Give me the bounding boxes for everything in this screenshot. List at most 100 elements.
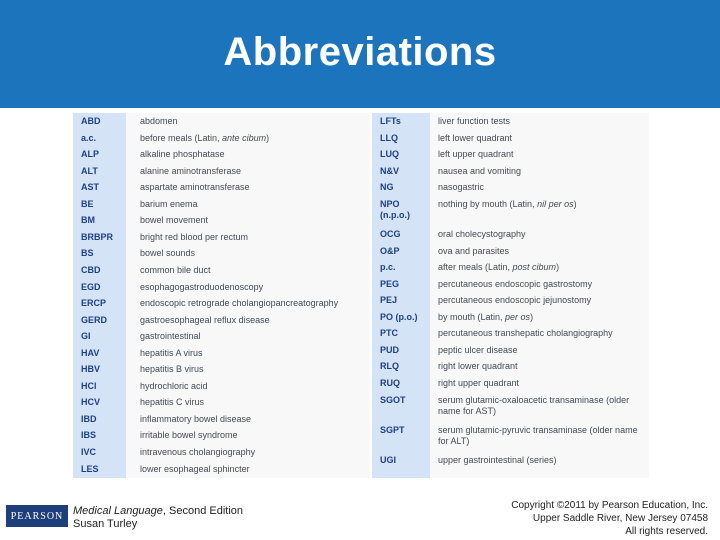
definition-cell: alanine aminotransferase — [126, 166, 370, 177]
abbreviation-cell: BE — [73, 199, 126, 210]
abbreviation-cell: HCl — [73, 381, 126, 392]
table-row: IVC intravenous cholangiography — [73, 447, 370, 458]
definition-line: right upper quadrant — [438, 378, 649, 389]
definition-cell: bowel movement — [126, 215, 370, 226]
definition-cell: serum glutamic-pyruvic transaminase (old… — [430, 425, 649, 447]
definition-line: oral cholecystography — [438, 229, 649, 240]
definition-line: alkaline phosphatase — [140, 149, 370, 160]
definition: barium enema — [140, 198, 198, 209]
table-row: BE barium enema — [73, 199, 370, 210]
definition-cell: right lower quadrant — [430, 361, 649, 372]
author: Susan Turley — [73, 518, 138, 530]
definition: serum glutamic-oxaloacetic transaminase … — [438, 394, 630, 405]
abbreviation: IBS — [81, 430, 97, 441]
definition: left lower quadrant — [438, 132, 513, 143]
definition-column-bg — [126, 113, 370, 478]
definition-cell: upper gastrointestinal (series) — [430, 455, 649, 466]
definition-cell: right upper quadrant — [430, 378, 649, 389]
book-title-line: Medical Language, Second Edition — [73, 505, 243, 518]
abbreviation-cell: OCG — [372, 229, 430, 240]
definition: gastroesophageal reflux disease — [140, 314, 270, 325]
table-row: CBD common bile duct — [73, 265, 370, 276]
definition-cell: gastroesophageal reflux disease — [126, 315, 370, 326]
definition: percutaneous transhepatic cholangiograph… — [438, 328, 613, 339]
definition-cell: percutaneous endoscopic jejunostomy — [430, 295, 649, 306]
abbreviation: RUQ — [380, 377, 400, 388]
definition-cell: alkaline phosphatase — [126, 149, 370, 160]
definition-line: liver function tests — [438, 116, 649, 127]
abbreviation: HCl — [81, 380, 97, 391]
table-row: p.c. after meals (Latin, post cibum) — [372, 262, 649, 273]
definition-cell: ova and parasites — [430, 246, 649, 257]
pearson-logo: PEARSON — [6, 505, 68, 527]
table-row: HBV hepatitis B virus — [73, 364, 370, 375]
definition-line: left upper quadrant — [438, 149, 649, 160]
definition: alanine aminotransferase — [140, 165, 242, 176]
definition-line: left lower quadrant — [438, 133, 649, 144]
definition: alkaline phosphatase — [140, 149, 225, 160]
abbreviation-cell: GI — [73, 331, 126, 342]
definition: bowel sounds — [140, 248, 196, 259]
copyright-line-2: Upper Saddle River, New Jersey 07458 — [532, 513, 708, 524]
definition-line: percutaneous endoscopic gastrostomy — [438, 279, 649, 290]
definition-cell: nausea and vomiting — [430, 166, 649, 177]
abbreviation: SGOT — [380, 394, 406, 405]
abbreviation-cell: a.c. — [73, 133, 126, 144]
abbreviation: UGI — [380, 455, 397, 466]
abbreviation: ALP — [81, 149, 99, 160]
title-band: Abbreviations — [0, 0, 720, 108]
definition-cell: oral cholecystography — [430, 229, 649, 240]
definition-line: serum glutamic-oxaloacetic transaminase … — [438, 395, 649, 406]
table-row: PTC percutaneous transhepatic cholangiogr… — [372, 328, 649, 339]
definition: intravenous cholangiography — [140, 447, 256, 457]
definition-cell: abdomen — [126, 116, 370, 127]
abbreviation-cell: PUD — [372, 345, 430, 356]
table-row: BM bowel movement — [73, 215, 370, 226]
definition: irritable bowel syndrome — [140, 430, 238, 441]
definition-line: nausea and vomiting — [438, 166, 649, 177]
definition-column-bg — [430, 113, 649, 478]
definition-cell: nasogastric — [430, 182, 649, 193]
definition-cell: nothing by mouth (Latin, nil per os) — [430, 199, 649, 210]
definition-cell: left upper quadrant — [430, 149, 649, 160]
table-row: PEG percutaneous endoscopic gastrostomy — [372, 279, 649, 290]
abbreviation-cell: BS — [73, 248, 126, 259]
table-row: HAV hepatitis A virus — [73, 348, 370, 359]
definition-cell: peptic ulcer disease — [430, 345, 649, 356]
definition-line: intravenous cholangiography — [140, 447, 370, 458]
table-row: BRBPR bright red blood per rectum — [73, 232, 370, 243]
abbreviation-cell: RLQ — [372, 361, 430, 372]
definition: percutaneous endoscopic gastrostomy — [438, 278, 593, 289]
definition-line: upper gastrointestinal (series) — [438, 455, 649, 466]
definition-continued: name for AST) — [438, 405, 497, 416]
definition-line: bowel sounds — [140, 248, 370, 259]
definition: after meals (Latin, — [438, 262, 513, 273]
book-title: Medical Language — [73, 505, 163, 517]
abbreviation: CBD — [81, 264, 101, 275]
table-row: O&P ova and parasites — [372, 246, 649, 257]
abbreviation-cell: O&P — [372, 246, 430, 257]
table-row: IBS irritable bowel syndrome — [73, 430, 370, 441]
definition-cell: bright red blood per rectum — [126, 232, 370, 243]
abbreviation-cell: IBD — [73, 414, 126, 425]
book-edition: , Second Edition — [162, 505, 244, 517]
definition-cell: percutaneous transhepatic cholangiograph… — [430, 328, 649, 339]
definition: hepatitis C virus — [140, 397, 205, 408]
definition: ova and parasites — [438, 245, 510, 256]
footer-book-info: Medical Language, Second Edition Susan T… — [73, 505, 243, 531]
definition: serum glutamic-pyruvic transaminase (old… — [438, 424, 638, 435]
definition-line: lower esophageal sphincter — [140, 464, 370, 475]
definition: common bile duct — [140, 264, 211, 275]
definition-cell: barium enema — [126, 199, 370, 210]
definition-line: aspartate aminotransferase — [140, 182, 370, 193]
abbreviation-cell: AST — [73, 182, 126, 193]
definition: bowel movement — [140, 215, 209, 226]
table-row: ABD abdomen — [73, 116, 370, 127]
table-row: ALT alanine aminotransferase — [73, 166, 370, 177]
definition-line: hepatitis B virus — [140, 364, 370, 375]
definition-line: barium enema — [140, 199, 370, 210]
abbreviation: PUD — [380, 344, 400, 355]
table-row: NG nasogastric — [372, 182, 649, 193]
definition-line: serum glutamic-pyruvic transaminase (old… — [438, 425, 649, 436]
definition-cell: inflammatory bowel disease — [126, 414, 370, 425]
